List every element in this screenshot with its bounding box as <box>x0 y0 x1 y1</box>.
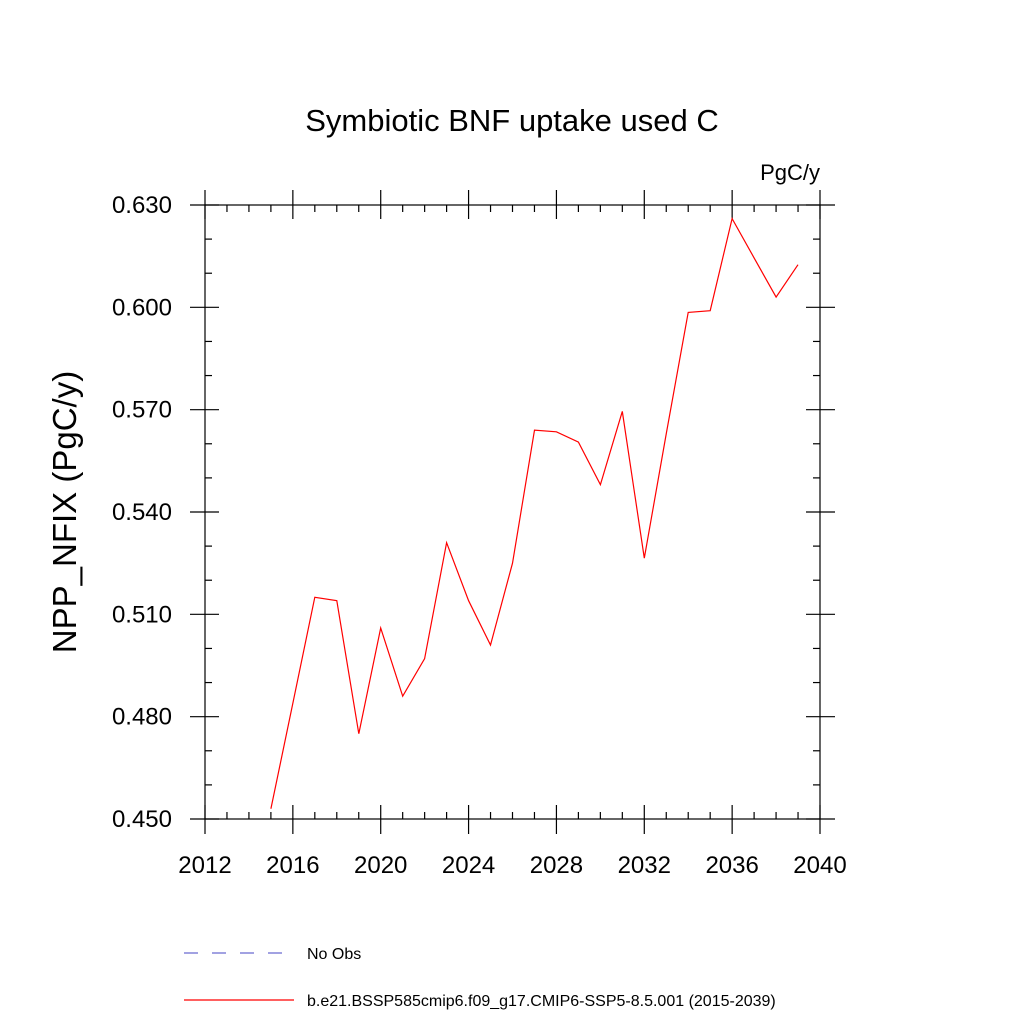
x-tick-label: 2012 <box>178 852 231 879</box>
plot-frame <box>204 204 821 820</box>
y-tick-label: 0.630 <box>112 192 172 219</box>
x-tick-label: 2028 <box>530 852 583 879</box>
y-tick-label: 0.570 <box>112 397 172 424</box>
y-tick-label: 0.510 <box>112 601 172 628</box>
x-tick-label: 2024 <box>442 852 495 879</box>
legend-label: b.e21.BSSP585cmip6.f09_g17.CMIP6-SSP5-8.… <box>307 993 776 1010</box>
axis-ticks <box>190 190 835 834</box>
y-tick-label: 0.600 <box>112 294 172 321</box>
x-tick-label: 2036 <box>705 852 758 879</box>
y-tick-label: 0.450 <box>112 806 172 833</box>
legend-label: No Obs <box>307 946 361 963</box>
tick-labels: 2012 2016 2020 2024 2028 2032 2036 2040 0.450 0.4… <box>112 192 847 879</box>
x-tick-label: 2016 <box>266 852 319 879</box>
x-tick-label: 2032 <box>618 852 671 879</box>
series-lines <box>270 216 799 809</box>
y-tick-label: 0.480 <box>112 704 172 731</box>
x-tick-label: 2040 <box>793 852 846 879</box>
chart-title: Symbiotic BNF uptake used C <box>305 103 719 138</box>
units-label: PgC/y <box>760 160 820 185</box>
x-tick-label: 2020 <box>354 852 407 879</box>
legend: No Obs b.e21.BSSP585cmip6.f09_g17.CMIP6-S… <box>184 946 776 1010</box>
y-tick-label: 0.540 <box>112 499 172 526</box>
y-axis-label: NPP_NFIX (PgC/y) <box>46 371 83 653</box>
series-line <box>270 216 799 809</box>
